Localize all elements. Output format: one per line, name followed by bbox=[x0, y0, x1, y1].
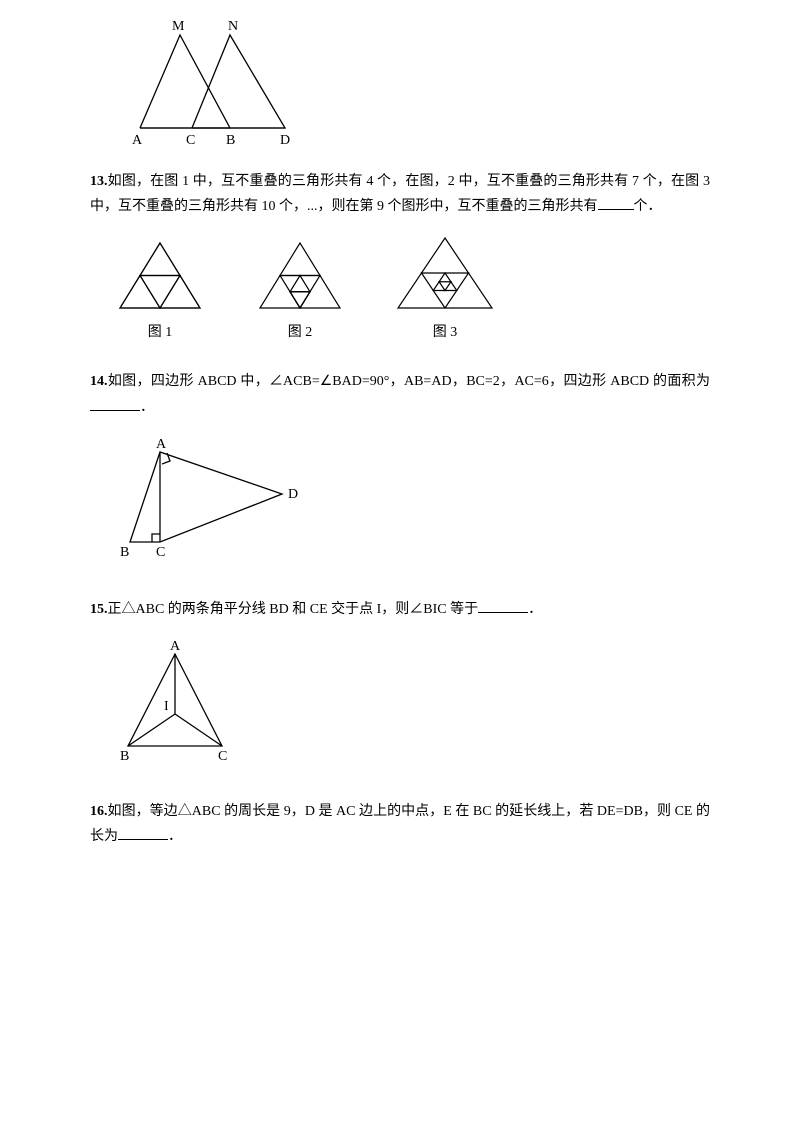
q14-label-B: B bbox=[120, 545, 129, 560]
q15-text: 15.正△ABC 的两条角平分线 BD 和 CE 交于点 I，则∠BIC 等于 ． bbox=[90, 597, 710, 622]
q16-a: 如图，等边△ABC 的周长是 9，D 是 AC 边上的中点，E 在 BC 的延长… bbox=[90, 804, 710, 844]
q13-fig2-label: 图 2 bbox=[288, 321, 313, 341]
q15-label-I: I bbox=[164, 699, 169, 714]
q16-blank bbox=[118, 825, 168, 840]
q15-figure: A I B C bbox=[110, 636, 710, 771]
q14-label-D: D bbox=[288, 487, 298, 502]
q14-svg: A D B C bbox=[110, 434, 310, 564]
q13-fig2: 图 2 bbox=[250, 238, 350, 341]
q14-blank bbox=[90, 396, 140, 411]
q13-fig2-svg bbox=[250, 238, 350, 313]
q12-figure: M N A C B D bbox=[110, 10, 710, 155]
q13-num: 13. bbox=[90, 174, 108, 189]
q15-blank bbox=[478, 598, 528, 613]
q13-text: 13.如图，在图 1 中，互不重叠的三角形共有 4 个，在图，2 中，互不重叠的… bbox=[90, 169, 710, 219]
q13-fig1-svg bbox=[110, 238, 210, 313]
q14-label-A: A bbox=[156, 437, 167, 452]
q12-svg: M N A C B D bbox=[110, 10, 310, 150]
q13-blank bbox=[598, 195, 634, 210]
q13-fig1: 图 1 bbox=[110, 238, 210, 341]
label-M: M bbox=[172, 19, 185, 34]
label-N: N bbox=[228, 19, 238, 34]
q13-figures: 图 1 图 2 bbox=[110, 233, 710, 341]
label-B: B bbox=[226, 133, 235, 148]
q14-a: 如图，四边形 ABCD 中，∠ACB=∠BAD=90°，AB=AD，BC=2，A… bbox=[108, 374, 711, 389]
problem-15: 15.正△ABC 的两条角平分线 BD 和 CE 交于点 I，则∠BIC 等于 ．… bbox=[90, 597, 710, 771]
q15-label-B: B bbox=[120, 749, 129, 764]
q15-label-C: C bbox=[218, 749, 227, 764]
problem-16: 16.如图，等边△ABC 的周长是 9，D 是 AC 边上的中点，E 在 BC … bbox=[90, 799, 710, 849]
q14-num: 14. bbox=[90, 374, 108, 389]
q16-num: 16. bbox=[90, 804, 108, 819]
q16-b: ． bbox=[168, 829, 182, 844]
problem-13: 13.如图，在图 1 中，互不重叠的三角形共有 4 个，在图，2 中，互不重叠的… bbox=[90, 169, 710, 341]
q16-text: 16.如图，等边△ABC 的周长是 9，D 是 AC 边上的中点，E 在 BC … bbox=[90, 799, 710, 849]
q13-b: 个． bbox=[634, 199, 662, 214]
q14-text: 14.如图，四边形 ABCD 中，∠ACB=∠BAD=90°，AB=AD，BC=… bbox=[90, 369, 710, 419]
label-C: C bbox=[186, 133, 195, 148]
label-A: A bbox=[132, 133, 143, 148]
q13-fig1-label: 图 1 bbox=[148, 321, 173, 341]
q13-fig3-svg bbox=[390, 233, 500, 313]
q15-svg: A I B C bbox=[110, 636, 260, 766]
label-D: D bbox=[280, 133, 290, 148]
q13-fig3-label: 图 3 bbox=[433, 321, 458, 341]
q15-num: 15. bbox=[90, 602, 108, 617]
q15-label-A: A bbox=[170, 639, 181, 654]
q14-label-C: C bbox=[156, 545, 165, 560]
q13-fig3: 图 3 bbox=[390, 233, 500, 341]
q14-b: ． bbox=[140, 400, 154, 415]
q15-a: 正△ABC 的两条角平分线 BD 和 CE 交于点 I，则∠BIC 等于 bbox=[108, 602, 479, 617]
q14-figure: A D B C bbox=[110, 434, 710, 569]
problem-14: 14.如图，四边形 ABCD 中，∠ACB=∠BAD=90°，AB=AD，BC=… bbox=[90, 369, 710, 568]
q15-b: ． bbox=[528, 602, 542, 617]
